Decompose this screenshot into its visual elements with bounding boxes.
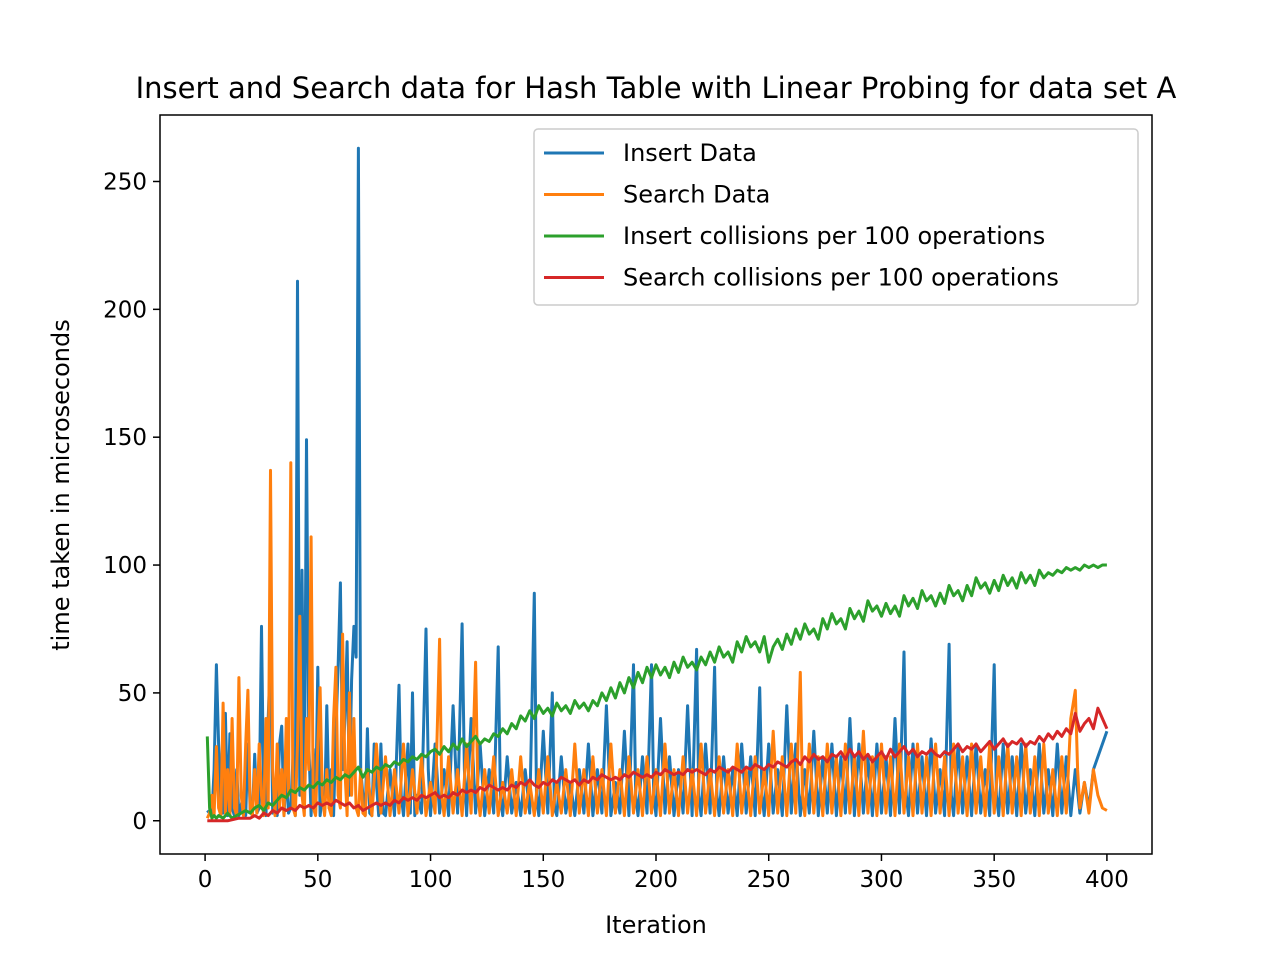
y-axis-ticks: 0 50 100 150 200 250 bbox=[103, 169, 160, 835]
x-axis-label: Iteration bbox=[605, 911, 707, 939]
series-line-2 bbox=[205, 461, 1108, 819]
y-tick-label: 0 bbox=[132, 809, 147, 835]
legend: Insert Data Search Data Insert collisions … bbox=[533, 128, 1139, 306]
series-line-4 bbox=[207, 706, 1109, 823]
series-layer bbox=[205, 146, 1109, 823]
y-tick-label: 200 bbox=[103, 297, 147, 323]
x-axis-ticks: 0 50 100 150 200 250 300 350 400 bbox=[198, 854, 1129, 893]
x-tick-label: 350 bbox=[972, 867, 1016, 893]
legend-label-1: Insert Data bbox=[623, 139, 757, 167]
x-tick-label: 150 bbox=[521, 867, 565, 893]
x-tick-label: 100 bbox=[409, 867, 453, 893]
y-tick-label: 100 bbox=[103, 553, 147, 579]
x-tick-label: 300 bbox=[860, 867, 904, 893]
x-tick-label: 250 bbox=[747, 867, 791, 893]
series-line-3 bbox=[205, 563, 1107, 820]
x-tick-label: 200 bbox=[634, 867, 678, 893]
y-tick-label: 250 bbox=[103, 169, 147, 195]
y-tick-label: 50 bbox=[118, 681, 147, 707]
x-tick-label: 400 bbox=[1085, 867, 1129, 893]
legend-box bbox=[533, 128, 1139, 306]
x-tick-label: 50 bbox=[303, 867, 332, 893]
y-tick-label: 150 bbox=[103, 425, 147, 451]
legend-label-3: Insert collisions per 100 operations bbox=[623, 222, 1045, 250]
legend-label-2: Search Data bbox=[623, 181, 770, 209]
legend-label-4: Search collisions per 100 operations bbox=[623, 264, 1059, 292]
x-tick-label: 0 bbox=[198, 867, 213, 893]
chart-title: Insert and Search data for Hash Table wi… bbox=[136, 71, 1177, 105]
y-axis-label: time taken in microseconds bbox=[47, 319, 75, 651]
